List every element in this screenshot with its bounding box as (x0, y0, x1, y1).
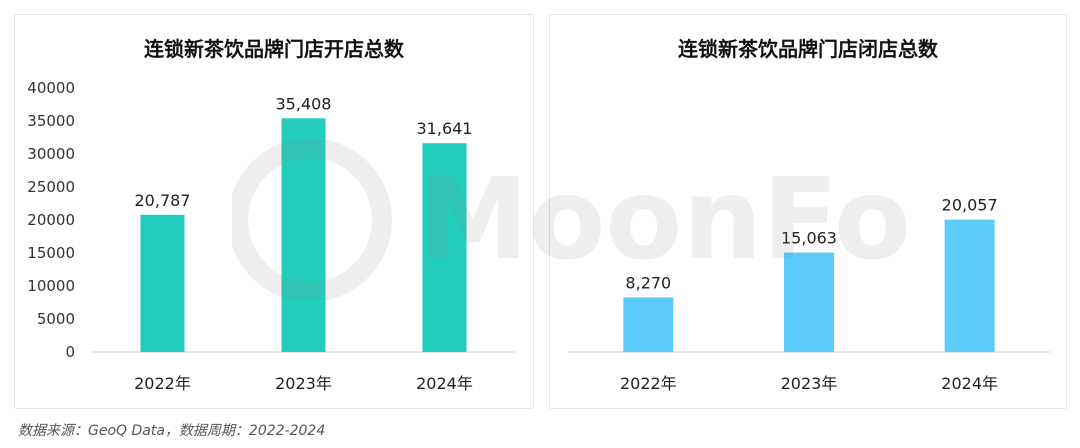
data-label: 20,787 (135, 191, 191, 210)
data-label: 20,057 (942, 196, 998, 215)
data-source-note: 数据来源：GeoQ Data，数据周期：2022-2024 (18, 423, 326, 439)
x-category-label: 2024年 (941, 374, 998, 393)
y-tick-label: 5000 (37, 310, 75, 328)
data-label: 15,063 (781, 229, 837, 248)
chart-panel-close: 连锁新茶饮品牌门店闭店总数 8,270 2022年 15,063 2023年 20,05… (549, 14, 1067, 409)
y-tick-label: 30000 (27, 145, 75, 163)
data-label: 31,641 (417, 119, 473, 138)
y-tick-label: 15000 (27, 244, 75, 262)
x-category-label: 2022年 (620, 374, 677, 393)
x-category-label: 2022年 (134, 374, 191, 393)
bar (784, 252, 834, 352)
x-category-label: 2023年 (275, 374, 332, 393)
bar (623, 297, 674, 352)
bar (140, 214, 185, 352)
y-tick-label: 10000 (27, 277, 75, 295)
open-stores-chart: 连锁新茶饮品牌门店开店总数 0 5000 10000 15000 20000 25000 3… (27, 37, 515, 393)
chart-title: 连锁新茶饮品牌门店闭店总数 (678, 37, 939, 61)
data-label: 35,408 (276, 94, 332, 113)
chart-panel-open: 连锁新茶饮品牌门店开店总数 0 5000 10000 15000 20000 25000 3… (14, 14, 534, 409)
y-tick-label: 20000 (27, 211, 75, 229)
bar (281, 118, 326, 353)
y-tick-label: 0 (65, 343, 75, 361)
closed-stores-chart: 连锁新茶饮品牌门店闭店总数 8,270 2022年 15,063 2023年 20,05… (568, 37, 1050, 393)
x-category-label: 2024年 (416, 374, 473, 393)
bar (422, 143, 467, 352)
chart-title: 连锁新茶饮品牌门店开店总数 (144, 37, 405, 61)
data-label: 8,270 (625, 273, 671, 292)
x-category-label: 2023年 (781, 374, 838, 393)
y-tick-label: 40000 (27, 79, 75, 97)
y-tick-label: 25000 (27, 178, 75, 196)
y-tick-label: 35000 (27, 112, 75, 130)
bar (944, 219, 995, 352)
